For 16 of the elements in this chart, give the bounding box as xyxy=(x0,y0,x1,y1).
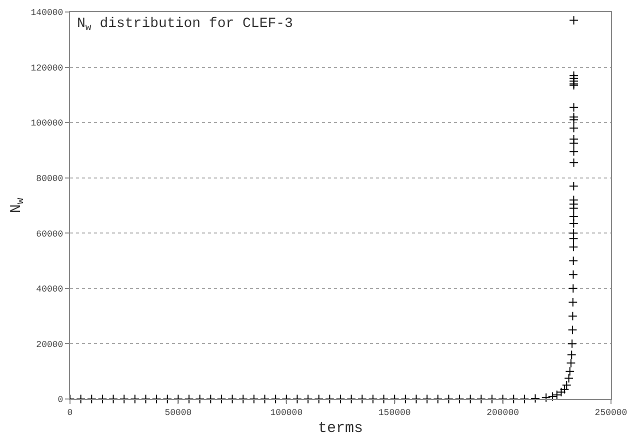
y-tick-label: 60000 xyxy=(36,229,64,240)
x-tick-label: 200000 xyxy=(486,408,520,418)
y-tick-label: 40000 xyxy=(36,284,64,295)
y-tick-label: 140000 xyxy=(30,8,64,18)
y-tick-label: 0 xyxy=(58,395,64,406)
x-tick-label: 0 xyxy=(67,408,73,418)
y-tick-label: 20000 xyxy=(36,340,64,350)
x-tick-label: 150000 xyxy=(378,408,411,418)
x-tick-label: 50000 xyxy=(164,408,192,418)
y-tick-label: 100000 xyxy=(30,118,64,129)
y-tick-label: 120000 xyxy=(30,63,64,74)
chart-title: N$_{w}$ distribution for CLEF-3 xyxy=(77,16,293,33)
y-tick-label: 80000 xyxy=(36,174,64,184)
x-axis-title: terms xyxy=(318,420,364,437)
x-tick-label: 250000 xyxy=(594,408,628,418)
x-tick-label: 100000 xyxy=(270,408,303,418)
